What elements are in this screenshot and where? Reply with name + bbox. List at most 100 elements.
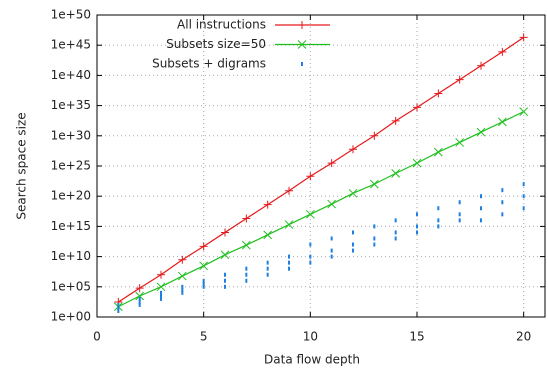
data-point — [497, 117, 507, 127]
series-line — [118, 111, 524, 308]
data-point — [416, 224, 418, 229]
data-point — [391, 116, 400, 125]
data-point — [501, 188, 504, 193]
data-point — [416, 230, 418, 235]
data-point — [437, 224, 440, 229]
data-point — [224, 278, 226, 283]
data-point — [138, 300, 141, 305]
data-point — [394, 236, 397, 241]
data-point — [519, 107, 529, 116]
data-point — [305, 209, 315, 219]
data-point — [221, 228, 229, 237]
data-point — [352, 242, 354, 247]
data-point — [160, 293, 162, 298]
x-tick-label: 20 — [516, 330, 531, 344]
data-point — [135, 284, 144, 293]
data-point — [522, 206, 525, 211]
data-point — [245, 272, 248, 277]
data-point — [373, 224, 376, 229]
y-tick-label: 1e+15 — [51, 219, 91, 233]
data-point — [458, 218, 461, 223]
data-point — [352, 248, 354, 253]
data-point — [413, 103, 421, 112]
data-point — [181, 287, 184, 292]
data-point — [157, 270, 165, 279]
data-point — [522, 182, 525, 187]
data-point — [135, 291, 145, 301]
y-tick-label: 1e+25 — [51, 159, 91, 173]
data-point — [330, 248, 333, 253]
data-point — [285, 186, 293, 195]
data-point — [117, 302, 120, 307]
data-point — [177, 271, 187, 281]
data-point — [117, 306, 120, 311]
data-point — [369, 179, 379, 189]
data-point — [241, 240, 251, 250]
y-tick-label: 1e+05 — [51, 279, 91, 293]
series-line — [118, 36, 525, 303]
data-point — [288, 260, 290, 265]
legend-label: Subsets size=50 — [166, 37, 266, 51]
data-point — [416, 212, 418, 217]
y-tick-label: 1e+30 — [51, 128, 91, 142]
data-point — [498, 47, 507, 56]
data-point — [263, 200, 272, 209]
data-point — [266, 260, 269, 265]
data-point — [306, 172, 315, 181]
data-point — [160, 296, 162, 301]
data-point — [476, 127, 486, 137]
data-point — [458, 200, 461, 205]
data-point — [480, 218, 482, 223]
y-tick-label: 1e+10 — [51, 249, 91, 263]
data-point — [199, 261, 209, 271]
data-point — [309, 260, 312, 265]
y-axis-label: Search space size — [15, 112, 29, 219]
data-point — [181, 290, 184, 295]
x-tick-label: 15 — [409, 330, 424, 344]
data-point — [434, 89, 443, 98]
data-point — [202, 278, 205, 283]
data-point — [519, 33, 528, 42]
x-tick-label: 5 — [200, 330, 208, 344]
y-tick-label: 1e+45 — [51, 38, 91, 52]
legend-swatch — [298, 21, 306, 29]
data-point — [437, 206, 440, 211]
data-point — [266, 266, 269, 271]
data-point — [394, 230, 397, 235]
data-point — [349, 145, 357, 154]
legend-label: All instructions — [177, 18, 266, 32]
legend-swatch — [297, 40, 307, 49]
data-point — [412, 158, 422, 168]
data-point — [330, 236, 333, 241]
data-point — [178, 255, 187, 264]
data-point — [501, 212, 504, 217]
data-point — [433, 147, 443, 157]
x-tick-label: 0 — [93, 330, 101, 344]
data-point — [309, 242, 312, 247]
data-point — [501, 200, 504, 205]
data-point — [288, 254, 290, 259]
data-point — [288, 266, 290, 271]
data-point — [458, 212, 461, 217]
legend-label: Subsets + digrams — [152, 57, 266, 71]
y-tick-label: 1e+40 — [51, 68, 91, 82]
data-point — [480, 194, 482, 199]
y-tick-label: 1e+35 — [51, 98, 91, 112]
data-point — [284, 220, 294, 229]
y-tick-label: 1e+20 — [51, 189, 91, 203]
data-point — [202, 281, 205, 286]
data-point — [266, 272, 269, 277]
data-point — [202, 284, 205, 289]
data-point — [138, 302, 141, 307]
data-point — [370, 131, 379, 140]
data-point — [330, 254, 333, 259]
data-point — [220, 250, 230, 260]
data-point — [224, 272, 226, 277]
data-point — [455, 75, 464, 84]
data-point — [160, 290, 162, 295]
y-tick-label: 1e+00 — [51, 310, 91, 324]
data-point — [181, 284, 184, 289]
data-point — [156, 282, 166, 292]
data-point — [394, 218, 397, 223]
